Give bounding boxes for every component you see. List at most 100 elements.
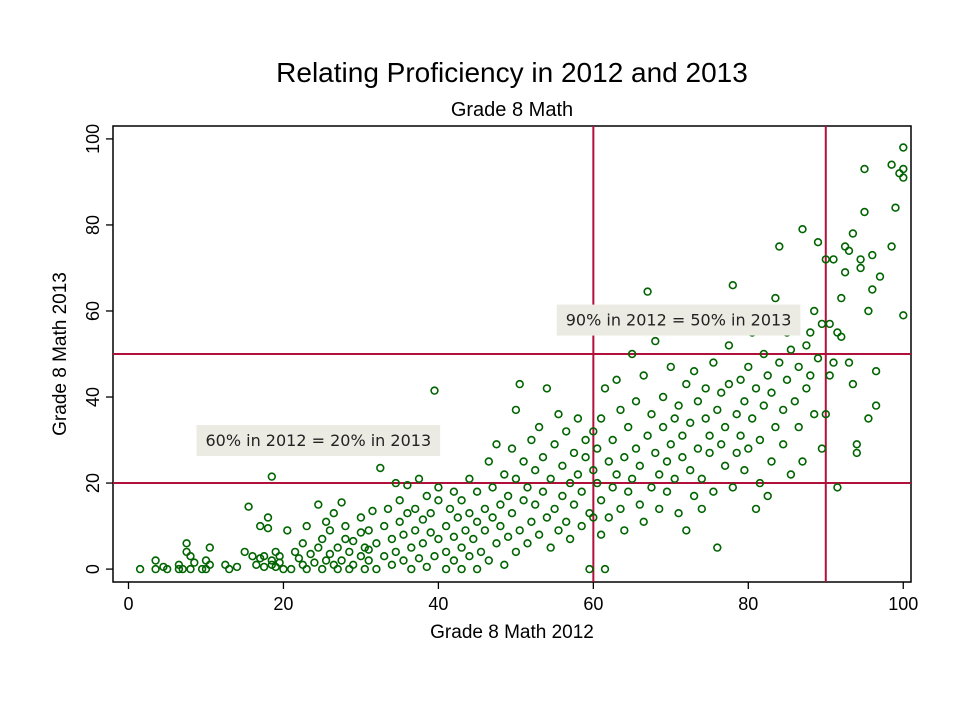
- data-point: [399, 556, 408, 565]
- data-point: [751, 384, 761, 393]
- data-point: [662, 487, 672, 496]
- data-point: [724, 341, 734, 350]
- data-point: [651, 448, 660, 458]
- data-point: [740, 466, 749, 475]
- data-point: [755, 435, 765, 445]
- data-point: [445, 504, 455, 514]
- data-point: [581, 435, 590, 445]
- data-point: [643, 431, 652, 440]
- data-point: [778, 440, 788, 449]
- data-point: [449, 556, 459, 565]
- x-tick-label: 0: [123, 594, 133, 614]
- data-point: [321, 517, 331, 526]
- data-point: [654, 470, 664, 479]
- data-point: [441, 564, 451, 574]
- data-point: [244, 502, 253, 511]
- y-axis-label: Grade 8 Math 2013: [50, 272, 71, 436]
- data-point: [840, 268, 850, 277]
- data-point: [449, 532, 459, 541]
- data-point: [376, 463, 385, 473]
- data-point: [360, 564, 369, 574]
- data-point: [844, 246, 854, 256]
- data-point: [627, 349, 637, 359]
- data-point: [825, 319, 834, 329]
- data-point: [302, 564, 311, 574]
- data-point: [411, 526, 420, 535]
- data-point: [345, 547, 354, 557]
- data-point: [569, 448, 579, 458]
- data-point: [465, 474, 474, 483]
- data-point: [542, 513, 552, 522]
- annotations: 60% in 2012 = 20% in 2013 90% in 2012 = 5…: [196, 304, 801, 457]
- data-point: [744, 362, 753, 372]
- y-tick-label: 60: [83, 301, 103, 321]
- data-point: [318, 534, 327, 544]
- data-point: [178, 564, 187, 574]
- data-point: [864, 306, 873, 316]
- annotation-box: [196, 425, 441, 457]
- data-point: [767, 457, 776, 466]
- data-point: [426, 509, 435, 518]
- data-point: [778, 405, 788, 415]
- data-point: [174, 564, 184, 574]
- data-point: [565, 534, 575, 544]
- data-point: [337, 556, 346, 565]
- data-point: [538, 453, 548, 462]
- data-point: [585, 564, 594, 574]
- x-tick-label: 100: [888, 594, 918, 614]
- data-point: [697, 504, 706, 514]
- data-point: [298, 539, 307, 548]
- data-point: [554, 526, 563, 535]
- data-point: [259, 562, 269, 572]
- y-tick-label: 40: [83, 387, 103, 407]
- data-point: [689, 491, 699, 501]
- data-point: [647, 483, 656, 492]
- data-point: [523, 483, 532, 492]
- annotation-text: 60% in 2012 = 20% in 2013: [205, 431, 431, 450]
- data-point: [503, 532, 513, 541]
- data-point: [205, 543, 215, 552]
- data-point: [530, 500, 540, 509]
- data-point: [186, 551, 195, 561]
- data-point: [151, 564, 160, 574]
- data-point: [596, 414, 606, 423]
- data-point: [480, 526, 490, 535]
- data-point: [422, 562, 431, 572]
- data-point: [496, 521, 505, 531]
- data-point: [519, 496, 528, 505]
- data-point: [527, 517, 536, 526]
- data-point: [461, 526, 470, 535]
- data-point: [294, 554, 304, 563]
- data-point: [492, 440, 501, 449]
- data-point: [480, 504, 490, 514]
- data-point: [325, 526, 335, 535]
- data-point: [186, 564, 195, 574]
- data-point: [899, 164, 908, 174]
- data-point: [682, 526, 691, 535]
- data-point: [806, 328, 815, 337]
- data-point: [809, 410, 819, 419]
- data-point: [868, 250, 877, 260]
- data-point: [697, 474, 706, 483]
- data-point: [430, 386, 439, 395]
- data-point: [558, 491, 567, 501]
- data-point: [387, 560, 397, 569]
- x-tick-label: 80: [738, 594, 758, 614]
- data-point: [639, 371, 648, 380]
- data-point: [349, 560, 358, 569]
- data-point: [767, 388, 776, 397]
- data-point: [434, 534, 443, 544]
- data-point: [860, 164, 869, 174]
- data-point: [484, 457, 493, 466]
- data-point: [658, 392, 668, 402]
- data-point: [558, 461, 567, 470]
- x-axis: 0 20 40 60 80 100: [123, 582, 918, 614]
- data-point: [589, 513, 598, 522]
- data-point: [747, 414, 757, 423]
- data-point: [809, 306, 819, 316]
- data-point: [197, 564, 207, 574]
- data-point: [821, 255, 830, 264]
- data-point: [372, 539, 381, 548]
- data-point: [759, 349, 768, 359]
